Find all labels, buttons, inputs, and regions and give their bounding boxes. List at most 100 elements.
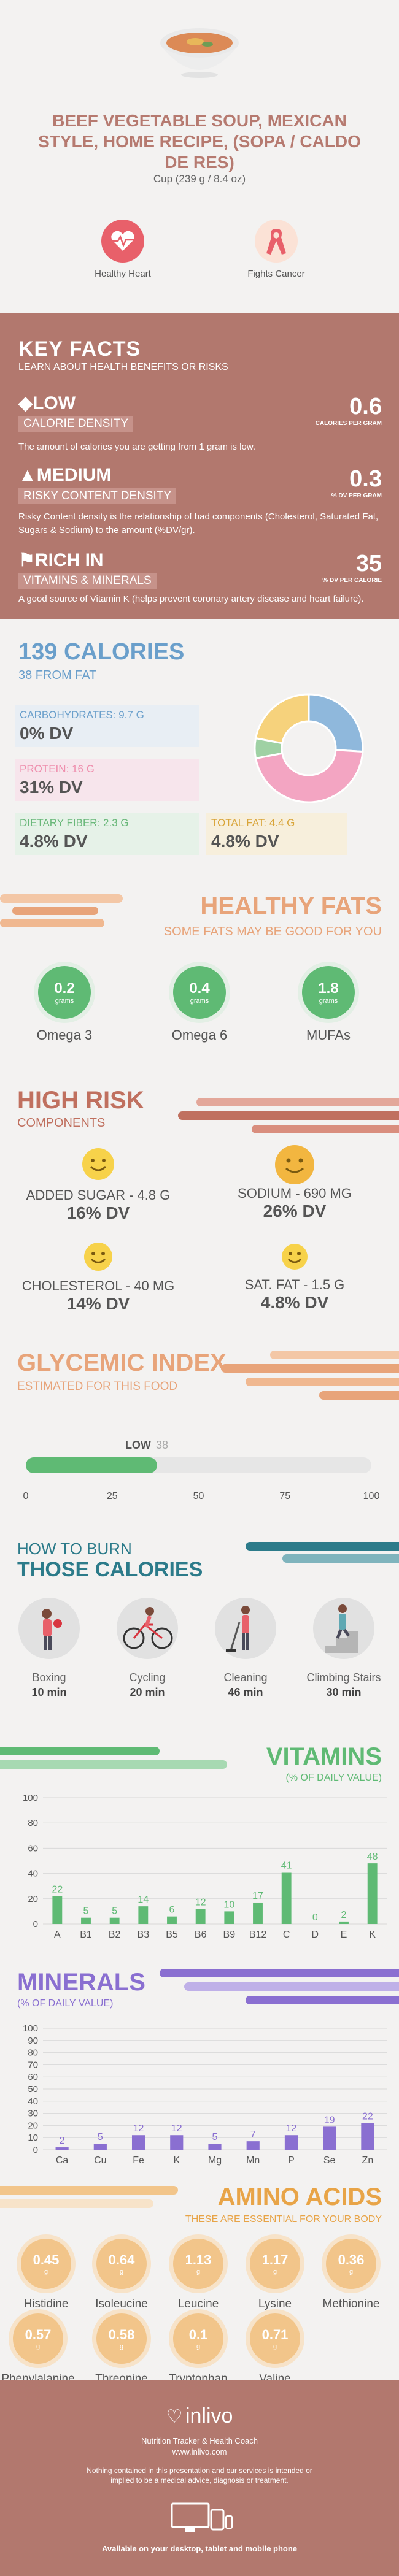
fact-description: The amount of calories you are getting f… (18, 442, 256, 452)
decorative-stripes (178, 1098, 399, 1133)
bar-a (52, 1896, 63, 1924)
bar-p (284, 2135, 298, 2150)
fact-value: 0.3 (349, 466, 382, 492)
activity-cleaning: Cleaning 46 min (206, 1598, 285, 1699)
glycemic-subtitle: ESTIMATED FOR THIS FOOD (17, 1380, 178, 1393)
bar-mn (246, 2141, 260, 2150)
high-risk-subtitle: COMPONENTS (17, 1116, 106, 1130)
y-tick-label: 40 (28, 2096, 38, 2107)
bar-value-label: 12 (171, 2123, 182, 2134)
gi-level-label: LOW (125, 1439, 151, 1451)
bar-value-label: 5 (112, 1906, 117, 1917)
bar-value-label: 5 (83, 1906, 89, 1917)
benefit-label: Fights Cancer (247, 269, 305, 279)
x-tick-label: E (341, 1930, 347, 1940)
bar-value-label: 5 (212, 2132, 218, 2142)
decorative-stripes (0, 894, 123, 927)
bar-b9 (224, 1911, 234, 1924)
x-tick-label: B9 (223, 1930, 236, 1940)
cancer-ribbon-icon (255, 220, 298, 263)
amino-item: 0.58 g Threonine (85, 2313, 158, 2380)
x-tick-label: D (312, 1930, 319, 1940)
minerals-subtitle: (% OF DAILY VALUE) (17, 1998, 114, 2009)
serving-size: Cup (239 g / 8.4 oz) (153, 173, 246, 185)
high-risk-title: HIGH RISK (17, 1087, 144, 1114)
benefit-fights-cancer: Fights Cancer (242, 220, 310, 280)
pie-slice-protein (254, 749, 364, 803)
key-facts-subtitle: LEARN ABOUT HEALTH BENEFITS OR RISKS (18, 362, 228, 372)
x-tick-label: K (369, 1930, 376, 1940)
calories-subtitle: 38 FROM FAT (18, 669, 97, 682)
fact-unit: % DV PER GRAM (331, 493, 382, 499)
bar-b6 (195, 1909, 206, 1924)
glycemic-index-chart: LOW 38 0 25 50 75 100 (23, 1439, 380, 1501)
gi-tick-label: 50 (193, 1491, 204, 1501)
bar-b1 (81, 1917, 91, 1924)
x-tick-label: Se (323, 2155, 336, 2166)
y-tick-label: 40 (28, 1869, 38, 1879)
nutrient-total-fat: TOTAL FAT: 4.4 g 4.8% DV (206, 813, 347, 855)
bar-fe (131, 2135, 145, 2150)
decorative-stripes (0, 1747, 227, 1769)
y-tick-label: 60 (28, 1843, 38, 1853)
y-tick-label: 50 (28, 2084, 38, 2095)
benefit-healthy-heart: Healthy Heart (89, 220, 157, 280)
fact-unit: CALORIES PER GRAM (315, 420, 382, 427)
x-tick-label: Cu (94, 2155, 106, 2166)
page-title: BEEF VEGETABLE SOUP, MEXICAN STYLE, HOME… (38, 111, 361, 172)
x-tick-label: K (173, 2155, 180, 2166)
heart-pulse-icon (101, 220, 144, 263)
gi-tick-label: 0 (23, 1491, 29, 1501)
amino-item: 1.17 g Lysine (238, 2239, 312, 2311)
key-facts-title: KEY FACTS (18, 337, 141, 361)
fat-item: 0.4 grams Omega 6 (160, 966, 239, 1043)
x-tick-label: B2 (109, 1930, 121, 1940)
gi-tick-label: 25 (107, 1491, 118, 1501)
bar-e (339, 1921, 349, 1924)
fact-level-medium: ▲MEDIUM (18, 465, 112, 485)
amino-item: 0.45 g Histidine (9, 2239, 83, 2311)
bar-value-label: 12 (195, 1897, 206, 1907)
minerals-title: MINERALS (17, 1969, 145, 1996)
bar-value-label: 41 (281, 1861, 292, 1871)
boxing-icon (18, 1598, 80, 1659)
brand-url[interactable]: www.inlivo.com (172, 2447, 227, 2456)
y-tick-label: 0 (33, 1919, 38, 1930)
bar-value-label: 6 (169, 1905, 175, 1915)
bar-k (367, 1863, 378, 1924)
amino-item: 1.13 g Leucine (161, 2239, 235, 2311)
y-tick-label: 20 (28, 2120, 38, 2131)
y-tick-label: 70 (28, 2060, 38, 2070)
bar-ca (55, 2147, 69, 2150)
y-tick-label: 0 (33, 2145, 38, 2155)
bar-value-label: 2 (341, 1910, 347, 1920)
y-tick-label: 20 (28, 1894, 38, 1904)
bar-b5 (167, 1916, 177, 1924)
amino-item: 0.57 g Phenylalanine (1, 2313, 75, 2380)
smiley-icon (84, 1243, 112, 1271)
fact-value: 35 (355, 551, 382, 577)
x-tick-label: Fe (133, 2155, 144, 2166)
bar-value-label: 2 (60, 2136, 65, 2146)
bar-value-label: 22 (52, 1885, 63, 1895)
x-tick-label: B12 (249, 1930, 267, 1940)
benefit-label: Healthy Heart (95, 269, 151, 279)
bar-value-label: 5 (98, 2132, 103, 2142)
vitamins-subtitle: (% OF DAILY VALUE) (285, 1773, 382, 1783)
fact-description: Risky Content density is the relationshi… (18, 512, 379, 535)
y-tick-label: 90 (28, 2036, 38, 2046)
y-tick-label: 100 (23, 1793, 38, 1803)
bar-zn (361, 2123, 374, 2150)
bar-mg (208, 2144, 222, 2150)
cleaning-icon (215, 1598, 276, 1659)
activity-boxing: Boxing 10 min (9, 1598, 89, 1699)
activity-climbing-stairs: Climbing Stairs 30 min (304, 1598, 384, 1699)
bar-value-label: 12 (133, 2123, 144, 2134)
gi-value-label: 38 (156, 1439, 168, 1451)
burn-calories-section: HOW TO BURN THOSE CALORIES Boxing 10 min… (0, 1539, 399, 1742)
bar-value-label: 10 (223, 1899, 234, 1910)
decorative-stripes (221, 1351, 399, 1400)
risk-item: SODIUM - 690 mg 26% DV (203, 1144, 387, 1221)
gi-tick-label: 75 (279, 1491, 290, 1501)
flame-icon: ◆ (18, 393, 33, 413)
